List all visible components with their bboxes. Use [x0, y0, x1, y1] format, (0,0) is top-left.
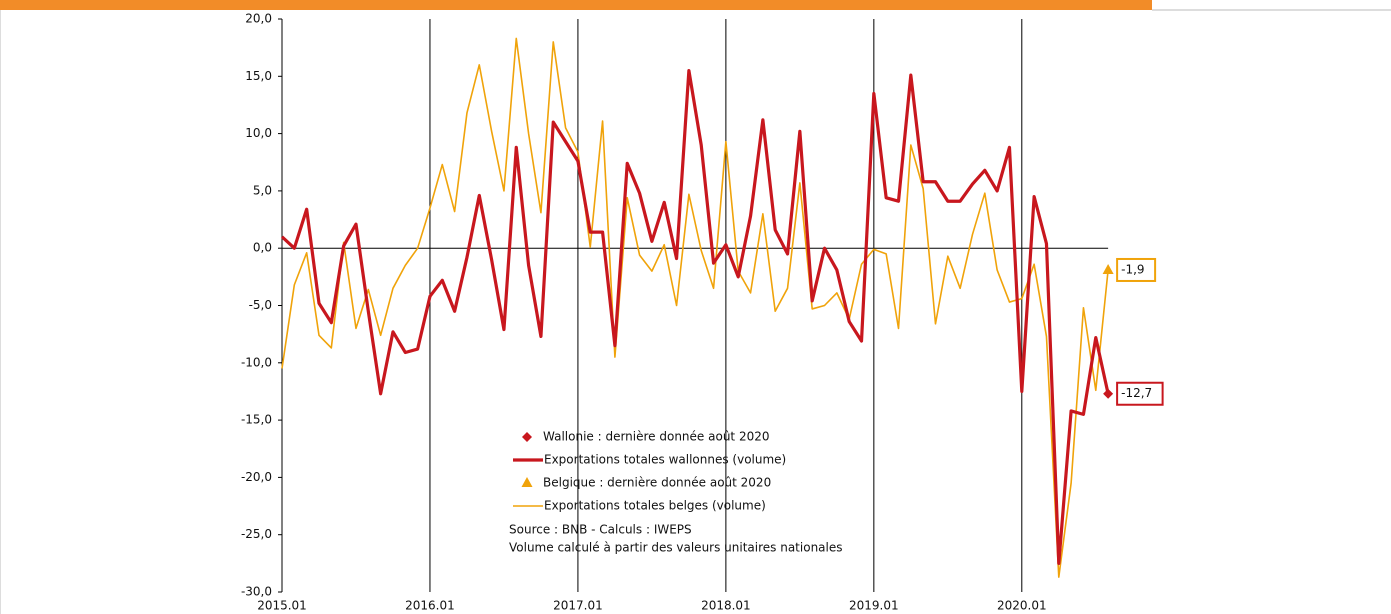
x-tick-label: 2018.01 — [701, 599, 751, 613]
marker — [1103, 388, 1114, 399]
marker — [522, 432, 532, 442]
x-tick-label: 2019.01 — [849, 599, 899, 613]
header-bar — [0, 0, 1152, 10]
y-tick-label: -20,0 — [241, 470, 272, 484]
marker — [521, 477, 533, 487]
annotation: Volume calculé à partir des valeurs unit… — [509, 541, 843, 555]
value-label-box — [1116, 381, 1164, 406]
value-label-box — [1116, 257, 1157, 282]
x-tick-label: 2017.01 — [553, 599, 603, 613]
y-tick-label: 10,0 — [245, 126, 272, 140]
marker — [1102, 263, 1114, 274]
legend-label: Belgique : dernière donnée août 2020 — [543, 476, 771, 490]
y-tick-label: -15,0 — [241, 413, 272, 427]
x-tick-label: 2016.01 — [405, 599, 455, 613]
x-tick-label: 2020.01 — [997, 599, 1047, 613]
y-tick-label: -25,0 — [241, 527, 272, 541]
x-tick-label: 2015.01 — [257, 599, 307, 613]
y-tick-label: -30,0 — [241, 585, 272, 599]
legend-label: Exportations totales wallonnes (volume) — [544, 453, 786, 467]
y-tick-label: 20,0 — [245, 12, 272, 26]
series-line — [280, 68, 1110, 565]
y-tick-label: 5,0 — [253, 183, 272, 197]
value-label: -12,7 — [1121, 386, 1152, 400]
annotation: Source : BNB - Calculs : IWEPS — [509, 523, 692, 537]
y-tick-label: -10,0 — [241, 355, 272, 369]
series-line — [281, 37, 1109, 578]
legend-label: Exportations totales belges (volume) — [544, 499, 766, 513]
y-tick-label: 15,0 — [245, 69, 272, 83]
y-tick-label: -5,0 — [249, 298, 272, 312]
y-tick-label: 0,0 — [253, 241, 272, 255]
value-label: -1,9 — [1121, 262, 1144, 276]
legend-label: Wallonie : dernière donnée août 2020 — [543, 430, 769, 444]
